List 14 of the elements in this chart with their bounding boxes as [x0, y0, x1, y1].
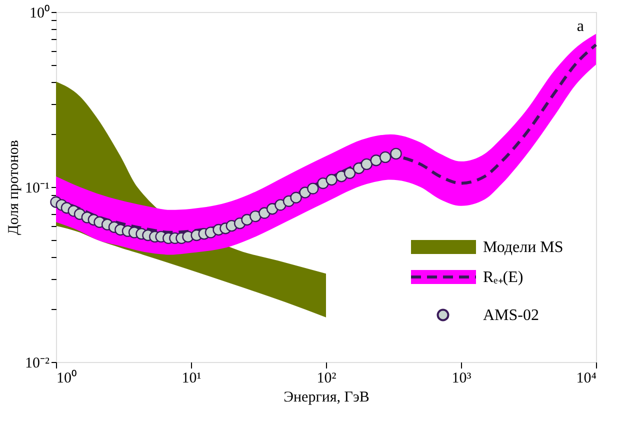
legend-label: Rₑ₊(E)	[483, 269, 524, 286]
y-axis-title: Доля протонов	[6, 140, 22, 235]
legend-label: AMS-02	[483, 307, 540, 324]
annotation: a	[576, 18, 584, 35]
y-tick-label: 10⁻²	[25, 356, 50, 372]
x-tick-label: 10¹	[182, 370, 202, 386]
x-tick-label: 10²	[316, 370, 337, 386]
x-axis-title: Энергия, ГэВ	[284, 390, 370, 406]
legend-label: Модели MS	[483, 239, 564, 256]
x-tick-label: 10⁰	[56, 370, 76, 386]
x-tick-label: 10⁴	[576, 370, 596, 386]
y-tick-label: 10⁻¹	[25, 180, 50, 196]
x-tick-label: 10³	[452, 370, 472, 386]
y-tick-label: 10⁰	[30, 4, 50, 22]
